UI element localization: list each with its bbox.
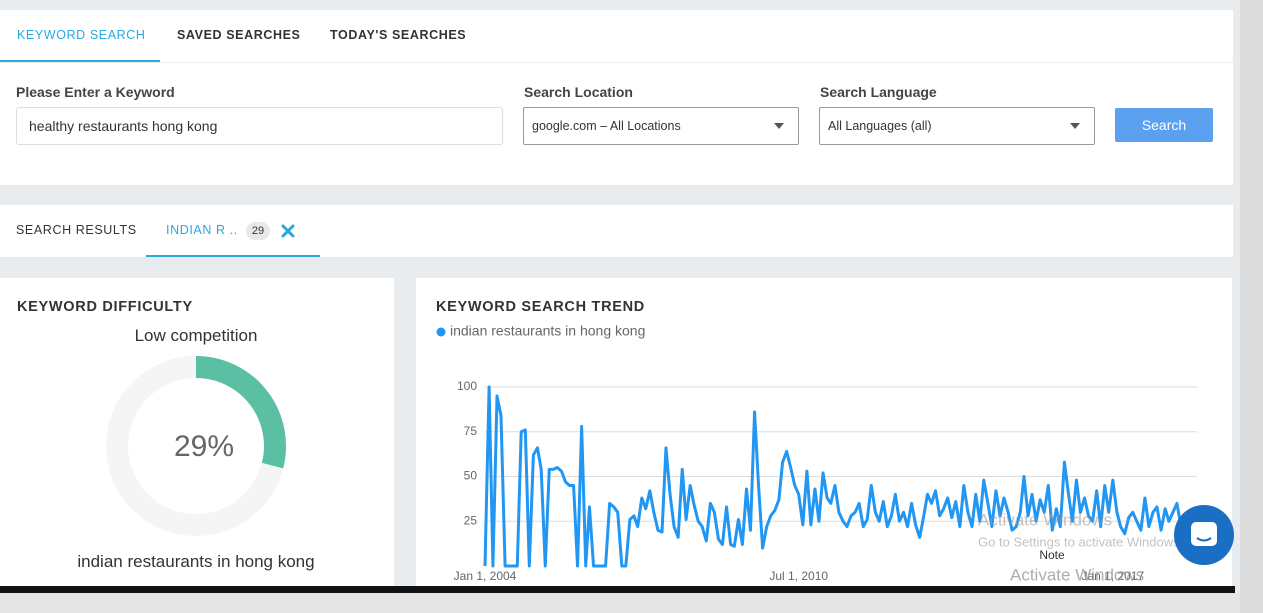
- search-card: KEYWORD SEARCH SAVED SEARCHES TODAY'S SE…: [0, 10, 1233, 185]
- label: Search Location: [524, 84, 633, 100]
- select-value: All Languages (all): [828, 119, 932, 133]
- trend-line: [483, 385, 1187, 568]
- caret: [774, 123, 784, 129]
- chart-title: KEYWORD SEARCH TREND: [436, 299, 645, 315]
- chat-icon: [1196, 537, 1212, 542]
- x-tick-label: Jan 1, 2004: [454, 569, 517, 583]
- tab[interactable]: SAVED SEARCHES: [177, 28, 301, 42]
- tab[interactable]: SEARCH RESULTS: [16, 223, 137, 237]
- label: Please Enter a Keyword: [16, 84, 175, 100]
- y-tick-label: 50: [464, 469, 478, 483]
- divider: [0, 62, 1233, 63]
- select-value: google.com – All Locations: [532, 119, 681, 133]
- caret: [1070, 123, 1080, 129]
- keyword-input[interactable]: healthy restaurants hong kong: [16, 107, 503, 145]
- tab[interactable]: INDIAN R ..: [166, 223, 238, 237]
- legend-marker: [436, 327, 446, 337]
- tab[interactable]: KEYWORD SEARCH: [17, 28, 146, 42]
- label: Search Language: [820, 84, 937, 100]
- card-title: KEYWORD DIFFICULTY: [17, 299, 193, 315]
- donut-value: 29%: [173, 430, 235, 463]
- tab-underline: [0, 60, 160, 62]
- x-tick-label: Jan 1, 2017: [1081, 569, 1144, 583]
- location-select[interactable]: google.com – All Locations: [523, 107, 799, 145]
- chat-icon: [1191, 522, 1217, 546]
- subtitle: Low competition: [134, 326, 258, 345]
- difficulty-card: KEYWORD DIFFICULTY Low competition 29% i…: [0, 278, 394, 598]
- close-icon[interactable]: [281, 224, 295, 238]
- bottom-bar: [0, 586, 1235, 593]
- trend-card: [416, 278, 1232, 598]
- results-tabs: SEARCH RESULTS INDIAN R .. 29: [0, 205, 1233, 257]
- language-select[interactable]: All Languages (all): [819, 107, 1095, 145]
- x-tick-label: Jul 1, 2010: [769, 569, 828, 583]
- note: Note: [1039, 548, 1065, 562]
- donut: [106, 356, 286, 536]
- tab[interactable]: TODAY'S SEARCHES: [330, 28, 467, 42]
- bottom-strip: [0, 593, 1240, 613]
- keyword: indian restaurants in hong kong: [77, 552, 315, 571]
- count-badge: 29: [246, 222, 270, 240]
- side-strip: [1240, 0, 1263, 613]
- watermark: Activate Windows: [978, 510, 1112, 529]
- y-tick-label: 100: [457, 379, 477, 393]
- search-button[interactable]: Search: [1115, 108, 1213, 142]
- y-tick-label: 25: [464, 513, 478, 527]
- watermark: Activate Windows: [1010, 565, 1144, 584]
- watermark-hint: Go to Settings to activate Windows.: [978, 534, 1183, 549]
- legend-label: indian restaurants in hong kong: [450, 323, 645, 339]
- y-tick-label: 75: [464, 424, 478, 438]
- tab-underline: [146, 255, 320, 257]
- donut-arc: [195, 356, 286, 469]
